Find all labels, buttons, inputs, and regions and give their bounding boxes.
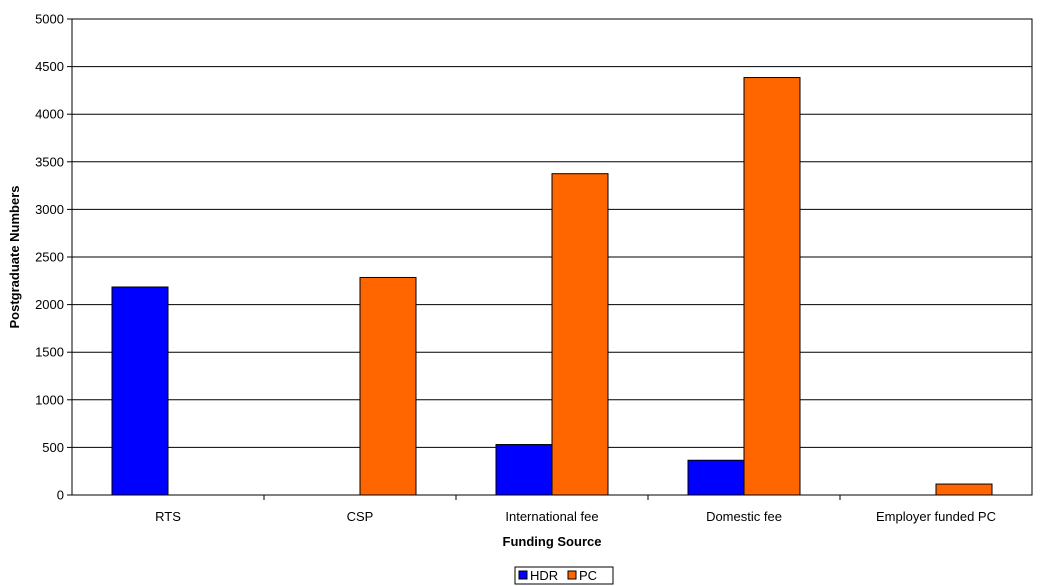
y-tick-label: 3000 [35,202,64,217]
x-axis-title: Funding Source [503,534,602,549]
x-tick-label: Domestic fee [706,509,782,524]
y-tick-label: 4500 [35,59,64,74]
x-tick-label: Employer funded PC [876,509,996,524]
x-tick-label: RTS [155,509,181,524]
bar-hdr-0 [111,286,169,496]
bar-hdr-2 [495,444,553,496]
y-tick-label: 5000 [35,12,64,27]
y-tick-label: 2000 [35,297,64,312]
y-tick-label: 500 [42,440,64,455]
legend-label-hdr: HDR [530,568,558,583]
x-axis-ticks: RTS CSP International fee Domestic fee Emplo… [155,495,996,524]
bars [111,77,993,496]
y-axis-ticks: 0 500 1000 1500 2000 2500 3000 3500 4000 4500 5000 [35,12,72,503]
y-axis-title: Postgraduate Numbers [7,185,22,328]
bar-hdr-3 [687,459,745,496]
y-tick-label: 3500 [35,154,64,169]
bar-pc-1 [359,276,417,496]
bar-pc-4 [935,483,993,496]
bar-pc-2 [551,173,609,496]
y-tick-label: 4000 [35,107,64,122]
legend: HDR PC [514,566,614,585]
legend-swatch-hdr [518,570,528,580]
x-tick-label: CSP [347,509,374,524]
y-tick-label: 1000 [35,392,64,407]
bar-pc-3 [743,77,801,496]
legend-box [514,566,614,585]
legend-label-pc: PC [579,568,597,583]
x-tick-label: International fee [505,509,598,524]
y-tick-label: 2500 [35,250,64,265]
y-tick-label: 1500 [35,345,64,360]
y-tick-label: 0 [57,488,64,503]
legend-swatch-pc [567,570,577,580]
